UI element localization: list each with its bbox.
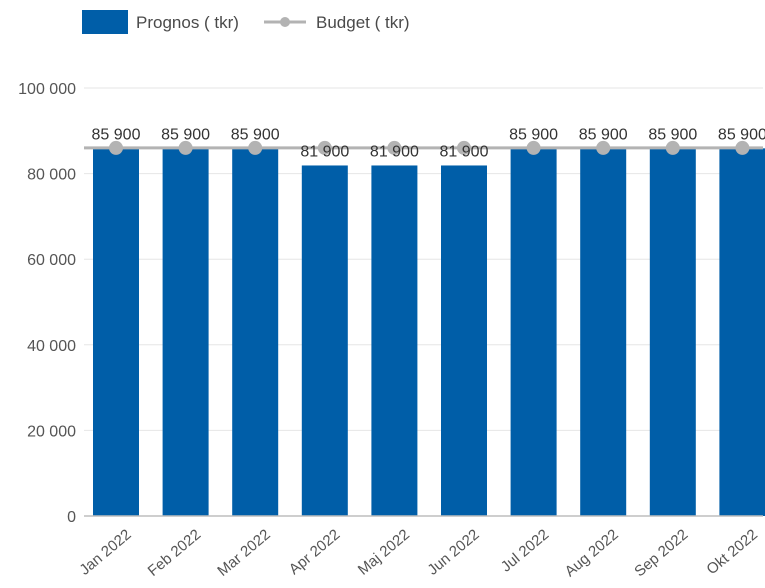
budget-marker — [596, 140, 611, 155]
legend-swatch-prognos — [82, 10, 128, 34]
bar — [441, 165, 487, 516]
legend: Prognos ( tkr) Budget ( tkr) — [82, 10, 410, 34]
budget-marker — [457, 140, 471, 155]
x-tick-label: Maj 2022 — [355, 526, 413, 579]
data-label: 81 900 — [440, 143, 489, 160]
y-tick-label: 60 000 — [27, 252, 76, 269]
data-label: 85 900 — [161, 126, 210, 143]
x-tick-label: Jul 2022 — [498, 526, 552, 575]
legend-label-budget: Budget ( tkr) — [316, 13, 410, 32]
budget-marker — [526, 140, 541, 155]
bar — [371, 165, 418, 516]
y-tick-label: 0 — [67, 509, 76, 526]
y-axis: 0 20 000 40 000 60 000 80 000 100 000 — [18, 81, 76, 526]
data-label: 85 900 — [92, 126, 141, 143]
data-label: 81 900 — [370, 143, 419, 160]
bar — [719, 148, 765, 516]
x-tick-label: Okt 2022 — [703, 526, 761, 578]
data-labels: 85 900 85 900 85 900 81 900 81 900 81 900 85 9… — [92, 126, 765, 160]
data-label: 85 900 — [579, 126, 628, 143]
bar — [580, 148, 627, 516]
y-tick-label: 80 000 — [27, 167, 76, 184]
budget-marker — [665, 140, 680, 155]
y-tick-label: 20 000 — [27, 423, 76, 440]
data-label: 81 900 — [300, 143, 349, 160]
legend-label-prognos: Prognos ( tkr) — [136, 13, 239, 32]
budget-marker — [178, 140, 193, 155]
x-tick-label: Jan 2022 — [76, 526, 134, 579]
bar — [93, 148, 139, 516]
bar — [649, 148, 696, 516]
x-tick-label: Mar 2022 — [214, 526, 273, 580]
budget-marker — [317, 140, 332, 155]
data-label: 85 900 — [648, 126, 697, 143]
x-tick-label: Jun 2022 — [424, 526, 482, 579]
budget-marker — [109, 140, 123, 155]
budget-marker — [387, 140, 402, 155]
bar-series — [93, 148, 765, 516]
bar — [510, 148, 557, 516]
y-tick-label: 100 000 — [18, 81, 76, 98]
budget-marker — [248, 140, 263, 155]
x-tick-label: Apr 2022 — [286, 526, 344, 578]
x-tick-label: Aug 2022 — [562, 526, 622, 580]
bar — [162, 148, 209, 516]
data-label: 85 900 — [718, 126, 765, 143]
y-tick-label: 40 000 — [27, 338, 76, 355]
bar — [232, 148, 279, 516]
x-axis-labels: Jan 2022 Feb 2022 Mar 2022 Apr 2022 Maj 2022… — [76, 526, 761, 580]
data-label: 85 900 — [509, 126, 558, 143]
legend-swatch-budget-marker — [280, 17, 290, 27]
budget-marker — [735, 140, 750, 155]
x-tick-label: Sep 2022 — [631, 526, 691, 580]
bar — [301, 165, 348, 516]
data-label: 85 900 — [231, 126, 280, 143]
x-tick-label: Feb 2022 — [145, 526, 204, 580]
line-series — [84, 140, 763, 155]
